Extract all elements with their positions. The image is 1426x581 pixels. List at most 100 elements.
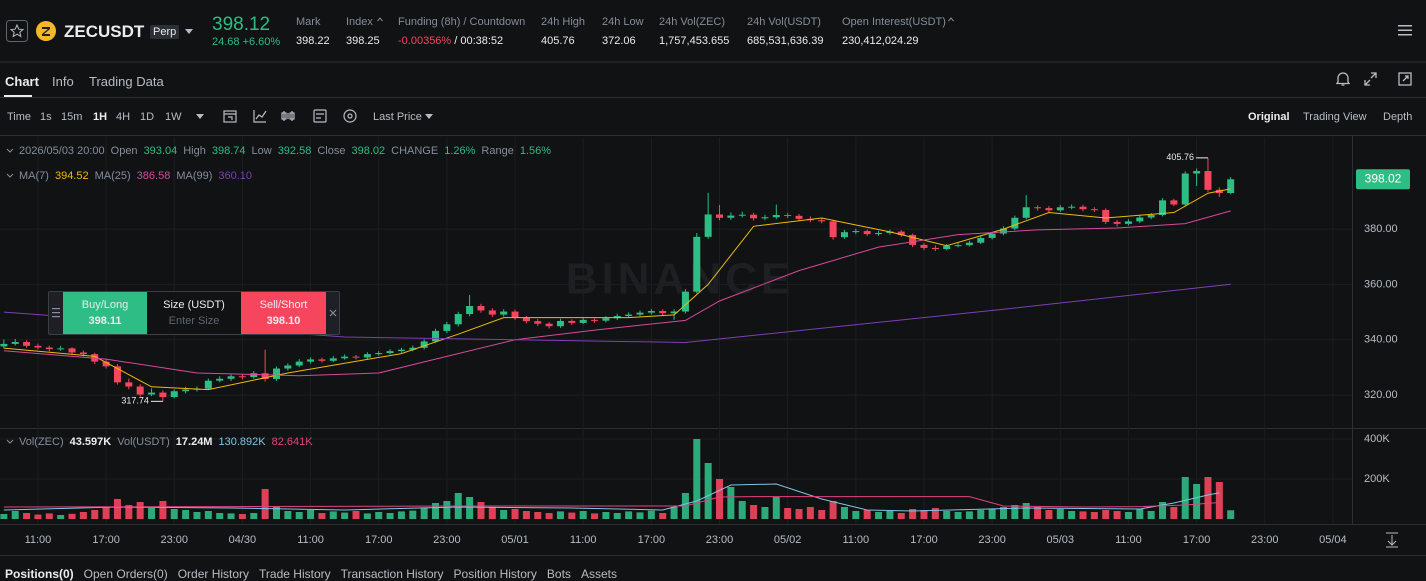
drag-handle[interactable] xyxy=(52,308,60,318)
interval[interactable]: 4H xyxy=(116,111,131,123)
collapse-icon[interactable] xyxy=(6,439,14,445)
interval-dropdown[interactable] xyxy=(196,114,204,120)
interval[interactable]: 1H xyxy=(93,111,108,123)
candle-body xyxy=(818,220,826,222)
volume-bar xyxy=(818,510,826,519)
candle-body xyxy=(738,214,746,216)
volume-bar xyxy=(0,514,8,519)
interval[interactable]: 1s xyxy=(40,111,52,123)
volume-bar xyxy=(716,479,724,519)
x-tick-label: 05/02 xyxy=(774,534,802,546)
bottom-tab[interactable]: Order History xyxy=(177,567,250,581)
bottom-tab[interactable]: Open Orders(0) xyxy=(83,567,168,581)
price-type[interactable]: Last Price xyxy=(373,111,422,123)
price-tag-label: 398.02 xyxy=(1365,171,1402,185)
volume-bar xyxy=(500,510,508,519)
volume-bar xyxy=(443,501,451,519)
candle-body xyxy=(931,247,939,250)
volume-bar xyxy=(750,505,758,519)
tab[interactable]: Info xyxy=(52,74,74,89)
volume-bar xyxy=(875,512,883,519)
bottom-tab[interactable]: Bots xyxy=(546,567,571,581)
bottom-tab[interactable]: Positions(0) xyxy=(5,567,74,581)
stat-label: Funding (8h) / Countdown xyxy=(398,16,526,28)
size-input[interactable]: Size (USDT) Enter Size xyxy=(147,292,241,334)
bottom-tab[interactable]: Position History xyxy=(453,567,537,581)
bottom-tab[interactable]: Transaction History xyxy=(340,567,444,581)
size-label: Size (USDT) xyxy=(163,299,225,311)
candle-body xyxy=(318,359,326,361)
volume-bar xyxy=(988,509,996,519)
buy-button[interactable]: Buy/Long 398.11 xyxy=(63,292,147,334)
view-option[interactable]: Trading View xyxy=(1303,111,1367,123)
volume-bar xyxy=(784,508,792,519)
candle-body xyxy=(909,234,917,245)
candle-body xyxy=(1034,207,1042,209)
candle-body xyxy=(216,378,224,381)
view-option[interactable]: Original xyxy=(1248,111,1290,123)
volume-bar xyxy=(136,502,144,519)
candle-body xyxy=(1045,208,1053,211)
tab[interactable]: Chart xyxy=(5,74,39,89)
chart-actions[interactable] xyxy=(1335,71,1415,87)
sell-button[interactable]: Sell/Short 398.10 xyxy=(241,292,326,334)
volume-bar xyxy=(931,508,939,519)
stat-label: 24h Low xyxy=(602,16,644,28)
ohlc-value: 1.26% xyxy=(444,145,476,157)
ma-line xyxy=(3,188,1231,391)
volume-bar xyxy=(488,507,496,519)
volume-bar xyxy=(113,499,121,519)
scroll-to-latest[interactable] xyxy=(1386,532,1398,548)
vol-ma-value: 130.892K xyxy=(218,436,266,448)
candle-body xyxy=(727,215,735,218)
candle-body xyxy=(863,231,871,235)
ohlc-value: 398.74 xyxy=(211,145,246,157)
candle-body xyxy=(840,232,848,238)
collapse-icon[interactable] xyxy=(6,173,14,179)
candle-body xyxy=(659,310,667,314)
candle-body xyxy=(397,349,405,352)
bottom-tab[interactable]: Assets xyxy=(580,567,617,581)
interval[interactable]: 15m xyxy=(61,111,83,123)
collapse-icon[interactable] xyxy=(6,148,14,154)
candle-body xyxy=(136,386,144,395)
volume-bar xyxy=(1193,484,1201,519)
bottom-tab[interactable]: Trade History xyxy=(259,567,331,581)
more-menu[interactable] xyxy=(1398,24,1412,36)
candle-body xyxy=(375,353,383,355)
volume-bar xyxy=(1215,482,1223,519)
candle-body xyxy=(965,242,973,246)
last-price: 398.12 xyxy=(212,14,271,35)
chart-tools[interactable] xyxy=(222,108,362,124)
symbol-dropdown[interactable] xyxy=(185,29,193,35)
volume-bar xyxy=(511,509,519,519)
close-icon[interactable] xyxy=(329,309,337,317)
candle-body xyxy=(761,217,769,219)
candle-body xyxy=(307,359,315,362)
interval[interactable]: 1W xyxy=(165,111,182,123)
candle-body xyxy=(1147,215,1155,218)
stat-label: 24h Vol(ZEC) xyxy=(659,16,726,28)
stat-value: 685,531,636.39 xyxy=(747,35,824,47)
volume-bar xyxy=(1113,511,1121,519)
candle-body xyxy=(477,306,485,311)
favorite-star[interactable] xyxy=(6,20,28,42)
interval[interactable]: Time xyxy=(7,111,32,123)
ma-value: 394.52 xyxy=(54,170,89,182)
stat-label: Mark xyxy=(296,16,321,28)
candle-body xyxy=(250,373,258,378)
candle-body xyxy=(1170,200,1178,205)
ohlc-label: CHANGE xyxy=(391,145,439,157)
volume-bar xyxy=(1147,511,1155,519)
interval[interactable]: 1D xyxy=(140,111,155,123)
tab[interactable]: Trading Data xyxy=(89,74,164,89)
stat-label: Open Interest(USDT) xyxy=(842,16,946,28)
price-type-dropdown[interactable] xyxy=(425,114,433,120)
volume-bar xyxy=(79,512,87,519)
view-option[interactable]: Depth xyxy=(1383,111,1413,123)
stat-value: 1,757,453.655 xyxy=(659,35,730,47)
candle-body xyxy=(170,391,178,398)
x-tick-label: 11:00 xyxy=(297,534,324,546)
candle-body xyxy=(625,314,633,316)
ma-value: 360.10 xyxy=(218,170,253,182)
